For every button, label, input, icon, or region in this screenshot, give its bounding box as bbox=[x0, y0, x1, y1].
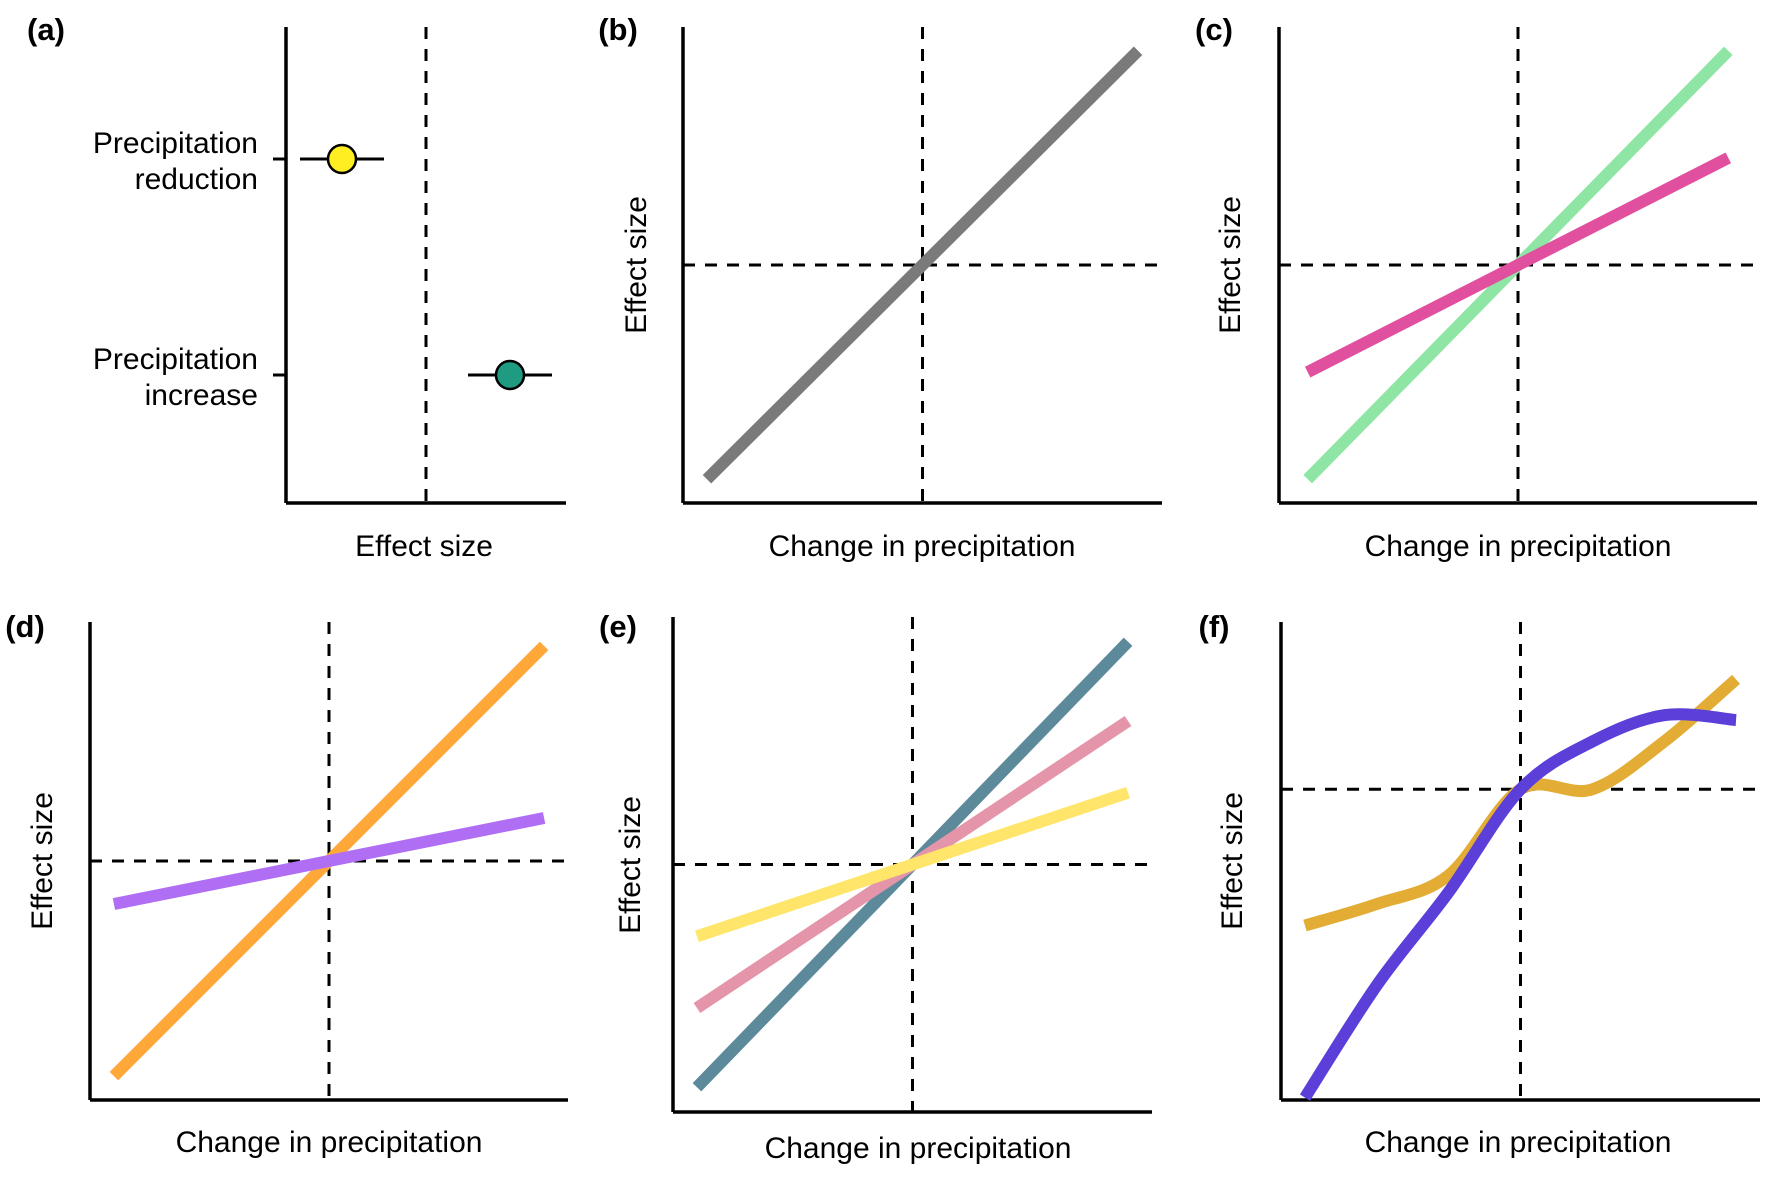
y-axis-label: Effect size bbox=[614, 796, 647, 934]
point-estimate bbox=[326, 143, 358, 175]
category-label: increase bbox=[145, 379, 258, 412]
panel-f: (f) Change in precipitation Effect size bbox=[1199, 609, 1760, 1159]
category-label: Precipitation bbox=[93, 127, 258, 160]
x-axis-label: Change in precipitation bbox=[176, 1126, 483, 1159]
panel-a: PrecipitationreductionPrecipitationincre… bbox=[27, 12, 566, 563]
category-label: Precipitation bbox=[93, 343, 258, 376]
series-line-2 bbox=[1299, 708, 1737, 1101]
panel-label: (d) bbox=[5, 609, 45, 644]
panel-e: (e) Change in precipitation Effect size bbox=[599, 609, 1152, 1165]
series-line-1 bbox=[702, 46, 1143, 484]
x-axis-label: Change in precipitation bbox=[1365, 1126, 1672, 1159]
x-axis-label: Change in precipitation bbox=[769, 530, 1076, 563]
x-axis-label: Effect size bbox=[355, 530, 493, 563]
x-axis-label: Change in precipitation bbox=[765, 1132, 1072, 1165]
y-axis-label: Effect size bbox=[620, 196, 653, 334]
panel-label: (b) bbox=[598, 12, 638, 47]
series-line-2 bbox=[112, 812, 546, 910]
series-line-3 bbox=[695, 787, 1130, 942]
category-label: reduction bbox=[135, 163, 258, 196]
panel-label: (c) bbox=[1195, 12, 1233, 47]
point-estimate bbox=[494, 359, 526, 391]
panel-label: (a) bbox=[27, 12, 65, 47]
panel-b: (b) Change in precipitation Effect size bbox=[598, 12, 1162, 563]
y-axis-label: Effect size bbox=[1214, 196, 1247, 334]
panel-c: (c) Change in precipitation Effect size bbox=[1195, 12, 1757, 563]
y-axis-label: Effect size bbox=[1216, 792, 1249, 930]
y-axis-label: Effect size bbox=[26, 792, 59, 930]
panel-label: (e) bbox=[599, 609, 637, 644]
series-line-2 bbox=[1304, 152, 1732, 378]
panel-label: (f) bbox=[1199, 609, 1230, 644]
x-axis-label: Change in precipitation bbox=[1365, 530, 1672, 563]
panel-d: (d) Change in precipitation Effect size bbox=[5, 609, 568, 1159]
